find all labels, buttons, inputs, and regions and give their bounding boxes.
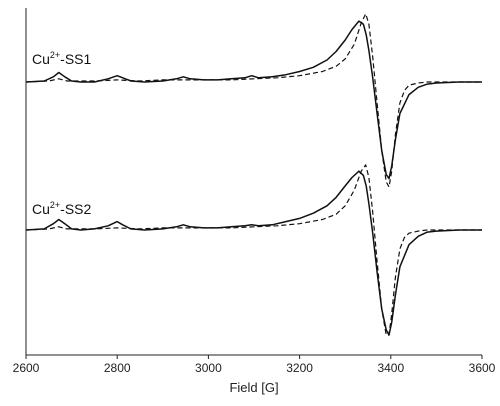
axes: 2600 2800 3000 3200 3400 3600 Field [G] [13, 8, 496, 395]
series-2-label: Cu2+-SS2 [32, 200, 92, 217]
series-label-superscript: 2+ [50, 200, 60, 210]
series-label-base: Cu [32, 201, 50, 217]
series-2-experimental-line [25, 170, 482, 336]
series-label-base: Cu [32, 51, 50, 67]
x-tick-label: 3400 [377, 361, 404, 375]
x-axis-title: Field [G] [229, 380, 278, 395]
plot-area [25, 13, 482, 336]
series-label-superscript: 2+ [50, 50, 60, 60]
x-tick-label: 3000 [195, 361, 222, 375]
x-tick-label: 2800 [104, 361, 131, 375]
x-tick-label: 2600 [13, 361, 40, 375]
series-1-label: Cu2+-SS1 [32, 50, 92, 67]
x-ticks: 2600 2800 3000 3200 3400 3600 [13, 355, 496, 375]
series-label-suffix: -SS1 [60, 51, 91, 67]
series-1-experimental-line [25, 20, 482, 180]
series-2-simulated-line [25, 164, 482, 336]
x-tick-label: 3600 [469, 361, 496, 375]
series-1-simulated-line [25, 13, 482, 188]
x-tick-label: 3200 [286, 361, 313, 375]
series-label-suffix: -SS2 [60, 201, 91, 217]
